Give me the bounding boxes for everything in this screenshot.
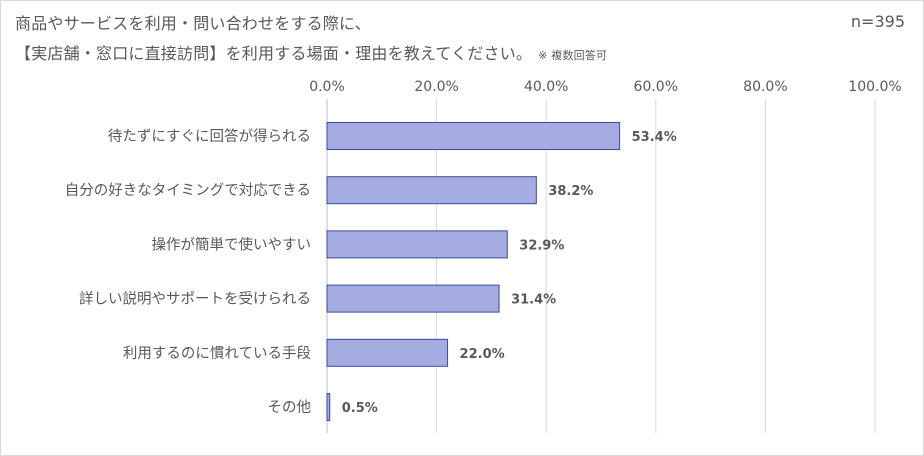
category-label: 詳しい説明やサポートを受けられる — [79, 291, 311, 308]
chart-note: ※ 複数回答可 — [538, 49, 608, 62]
bar — [326, 230, 508, 259]
x-tick-label: 40.0% — [524, 79, 568, 95]
bar — [326, 393, 331, 421]
x-tick-label: 0.0% — [309, 79, 345, 95]
x-tick-label: 80.0% — [743, 79, 787, 95]
category-label: 利用するのに慣れている手段 — [123, 344, 311, 362]
chart-title-line2-text: 【実店舗・窓口に直接訪問】を利用する場面・理由を教えてください。 — [15, 44, 533, 63]
data-label: 53.4% — [632, 130, 677, 145]
chart-title-line1: 商品やサービスを利用・問い合わせをする際に、 — [15, 14, 371, 33]
chart-title-line2: 【実店舗・窓口に直接訪問】を利用する場面・理由を教えてください。 ※ 複数回答可 — [15, 40, 607, 64]
x-tick-label: 20.0% — [414, 79, 458, 95]
category-label: 操作が簡単で使いやすい — [152, 236, 312, 253]
data-label: 38.2% — [548, 184, 593, 199]
bar — [326, 122, 621, 150]
bar — [326, 338, 449, 367]
category-label: 自分の好きなタイミングで対応できる — [65, 182, 311, 199]
sample-size: n=395 — [850, 12, 905, 31]
category-label: その他 — [268, 399, 312, 416]
category-label: 待たずにすぐに回答が得られる — [108, 128, 311, 145]
bar — [326, 284, 500, 313]
data-label: 32.9% — [519, 238, 564, 253]
data-label: 31.4% — [511, 293, 556, 308]
data-label: 22.0% — [460, 347, 505, 362]
x-tick-label: 100.0% — [848, 79, 901, 95]
data-label: 0.5% — [342, 401, 378, 416]
bar — [326, 176, 537, 205]
x-tick-label: 60.0% — [634, 79, 678, 95]
